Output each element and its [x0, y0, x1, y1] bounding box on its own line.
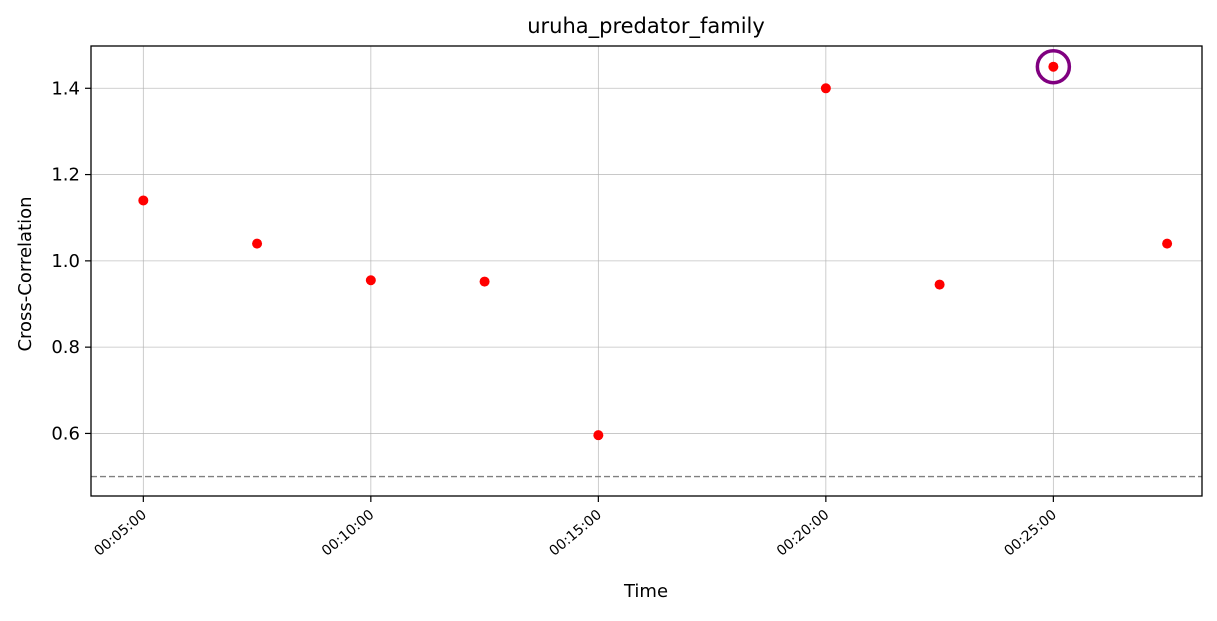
y-tick-label: 0.6 [51, 423, 80, 444]
data-point [365, 275, 376, 286]
data-points [138, 61, 1173, 441]
chart-title: uruha_predator_family [527, 14, 765, 39]
data-point [820, 83, 831, 94]
data-point [479, 276, 490, 287]
y-tick-label: 1.4 [51, 78, 80, 99]
highlight-ring [1035, 48, 1072, 85]
x-axis-label: Time [623, 581, 668, 602]
y-axis-label: Cross-Correlation [15, 196, 36, 351]
data-point [1162, 238, 1173, 249]
data-point [138, 195, 149, 206]
grid [91, 46, 1202, 496]
y-axis-ticks: 0.6 0.8 1.0 1.2 1.4 [51, 78, 91, 444]
data-point [1048, 61, 1059, 72]
data-point [593, 430, 604, 441]
y-tick-label: 1.0 [51, 251, 80, 272]
data-point [252, 238, 263, 249]
highlight-layer [1035, 48, 1072, 85]
y-tick-label: 1.2 [51, 165, 80, 186]
data-point [934, 279, 945, 290]
plot-area-frame [90, 45, 1203, 497]
y-tick-label: 0.8 [51, 337, 80, 358]
